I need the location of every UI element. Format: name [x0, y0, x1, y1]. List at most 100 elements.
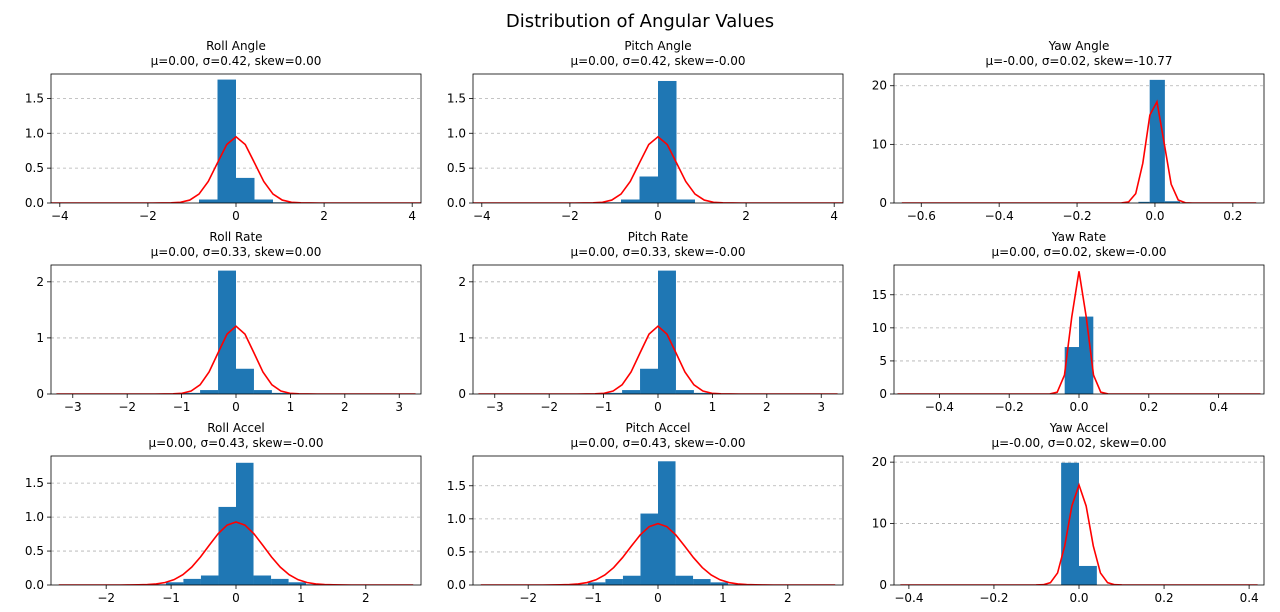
y-tick-label: 1 — [36, 331, 44, 345]
histogram-bar — [693, 579, 711, 585]
y-tick-label: 0.5 — [447, 161, 466, 175]
histogram-bar — [218, 270, 236, 394]
histogram-bar — [605, 579, 623, 585]
histogram-bars — [602, 80, 695, 203]
x-tick-label: 0 — [232, 591, 240, 605]
x-tick-label: −4 — [51, 209, 69, 223]
subplot-stats: μ=0.00, σ=0.43, skew=-0.00 — [570, 436, 745, 450]
histogram-bar — [658, 461, 676, 585]
histogram-bar — [236, 177, 255, 203]
y-tick-label: 0.0 — [25, 578, 44, 592]
x-tick-label: 0.2 — [1155, 591, 1174, 605]
y-tick-label: 15 — [872, 288, 887, 302]
subplot-title: Pitch Accel — [626, 421, 691, 435]
y-tick-label: 1.0 — [25, 126, 44, 140]
histogram-bar — [1138, 201, 1150, 203]
histogram-bars — [1064, 316, 1094, 394]
histogram-bar — [587, 582, 606, 585]
y-tick-label: 1.5 — [25, 91, 44, 105]
subplot-title: Yaw Accel — [1049, 421, 1109, 435]
y-tick-label: 1.0 — [447, 512, 466, 526]
x-tick-label: 2 — [763, 400, 771, 414]
x-tick-label: 3 — [817, 400, 825, 414]
x-tick-label: −0.4 — [925, 400, 954, 414]
subplot-stats: μ=-0.00, σ=0.02, skew=0.00 — [991, 436, 1166, 450]
x-tick-label: −1 — [584, 591, 602, 605]
subplot-stats: μ=-0.00, σ=0.02, skew=-10.77 — [985, 54, 1172, 68]
y-tick-label: 2 — [458, 275, 466, 289]
x-tick-label: 1 — [719, 591, 727, 605]
y-tick-label: 0 — [36, 387, 44, 401]
histogram-bar — [603, 392, 623, 394]
subplot-title: Yaw Rate — [1051, 230, 1106, 244]
y-tick-label: 20 — [872, 79, 887, 93]
histogram-bar — [676, 199, 695, 203]
histogram-bar — [288, 582, 307, 585]
subplot-title: Yaw Angle — [1048, 39, 1110, 53]
histogram-bar — [253, 575, 272, 585]
histogram-bar — [1149, 79, 1165, 203]
histogram-bar — [181, 392, 201, 394]
histogram-bars — [603, 270, 713, 394]
y-tick-label: 0 — [458, 387, 466, 401]
histogram-bar — [199, 199, 218, 203]
x-tick-label: −0.2 — [1062, 209, 1091, 223]
histogram-bars — [148, 462, 324, 585]
histogram-bar — [183, 578, 201, 585]
x-tick-label: 0.0 — [1145, 209, 1164, 223]
subplot-title: Roll Accel — [207, 421, 265, 435]
histogram-bar — [675, 390, 694, 394]
histogram-bar — [1061, 462, 1079, 585]
x-tick-label: 0 — [654, 591, 662, 605]
subplot-stats: μ=0.00, σ=0.33, skew=0.00 — [151, 245, 322, 259]
x-tick-label: 0.4 — [1240, 591, 1259, 605]
histogram-bar — [200, 575, 219, 585]
histogram-bar — [621, 199, 640, 203]
x-tick-label: −0.6 — [907, 209, 936, 223]
x-tick-label: 1 — [297, 591, 305, 605]
histogram-bar — [622, 390, 641, 394]
subplot-stats: μ=0.00, σ=0.42, skew=0.00 — [151, 54, 322, 68]
x-tick-label: −0.4 — [985, 209, 1014, 223]
normal-fit-curve — [56, 325, 416, 394]
y-tick-label: 1.0 — [25, 510, 44, 524]
y-tick-label: 10 — [872, 517, 887, 531]
y-tick-label: 20 — [872, 455, 887, 469]
x-tick-label: 0 — [654, 400, 662, 414]
histogram-bar — [254, 199, 273, 203]
histogram-bar — [200, 390, 219, 394]
x-tick-label: 0 — [232, 400, 240, 414]
x-tick-label: −3 — [486, 400, 504, 414]
y-tick-label: 1 — [458, 331, 466, 345]
histogram-bars — [181, 270, 291, 394]
histogram-bar — [271, 392, 291, 394]
normal-fit-curve — [478, 325, 838, 394]
x-tick-label: 2 — [742, 209, 750, 223]
x-tick-label: 4 — [408, 209, 416, 223]
x-tick-label: −2 — [118, 400, 136, 414]
x-tick-label: −0.4 — [894, 591, 923, 605]
histogram-bar — [271, 578, 289, 585]
x-tick-label: −1 — [595, 400, 613, 414]
histogram-bar — [253, 390, 272, 394]
x-tick-label: −1 — [173, 400, 191, 414]
y-tick-label: 0 — [879, 196, 887, 210]
x-tick-label: 2 — [341, 400, 349, 414]
y-tick-label: 1.5 — [25, 476, 44, 490]
y-tick-label: 0.0 — [447, 578, 466, 592]
x-tick-label: 0.2 — [1223, 209, 1242, 223]
histogram-bar — [236, 462, 254, 585]
axes-frame — [893, 73, 1265, 204]
histogram-bar — [1079, 316, 1094, 394]
x-tick-label: 1 — [709, 400, 717, 414]
x-tick-label: 0.2 — [1139, 400, 1158, 414]
histogram-bar — [675, 575, 694, 585]
subplot-stats: μ=0.00, σ=0.33, skew=-0.00 — [570, 245, 745, 259]
x-tick-label: −0.2 — [979, 591, 1008, 605]
histogram-bar — [640, 368, 658, 394]
